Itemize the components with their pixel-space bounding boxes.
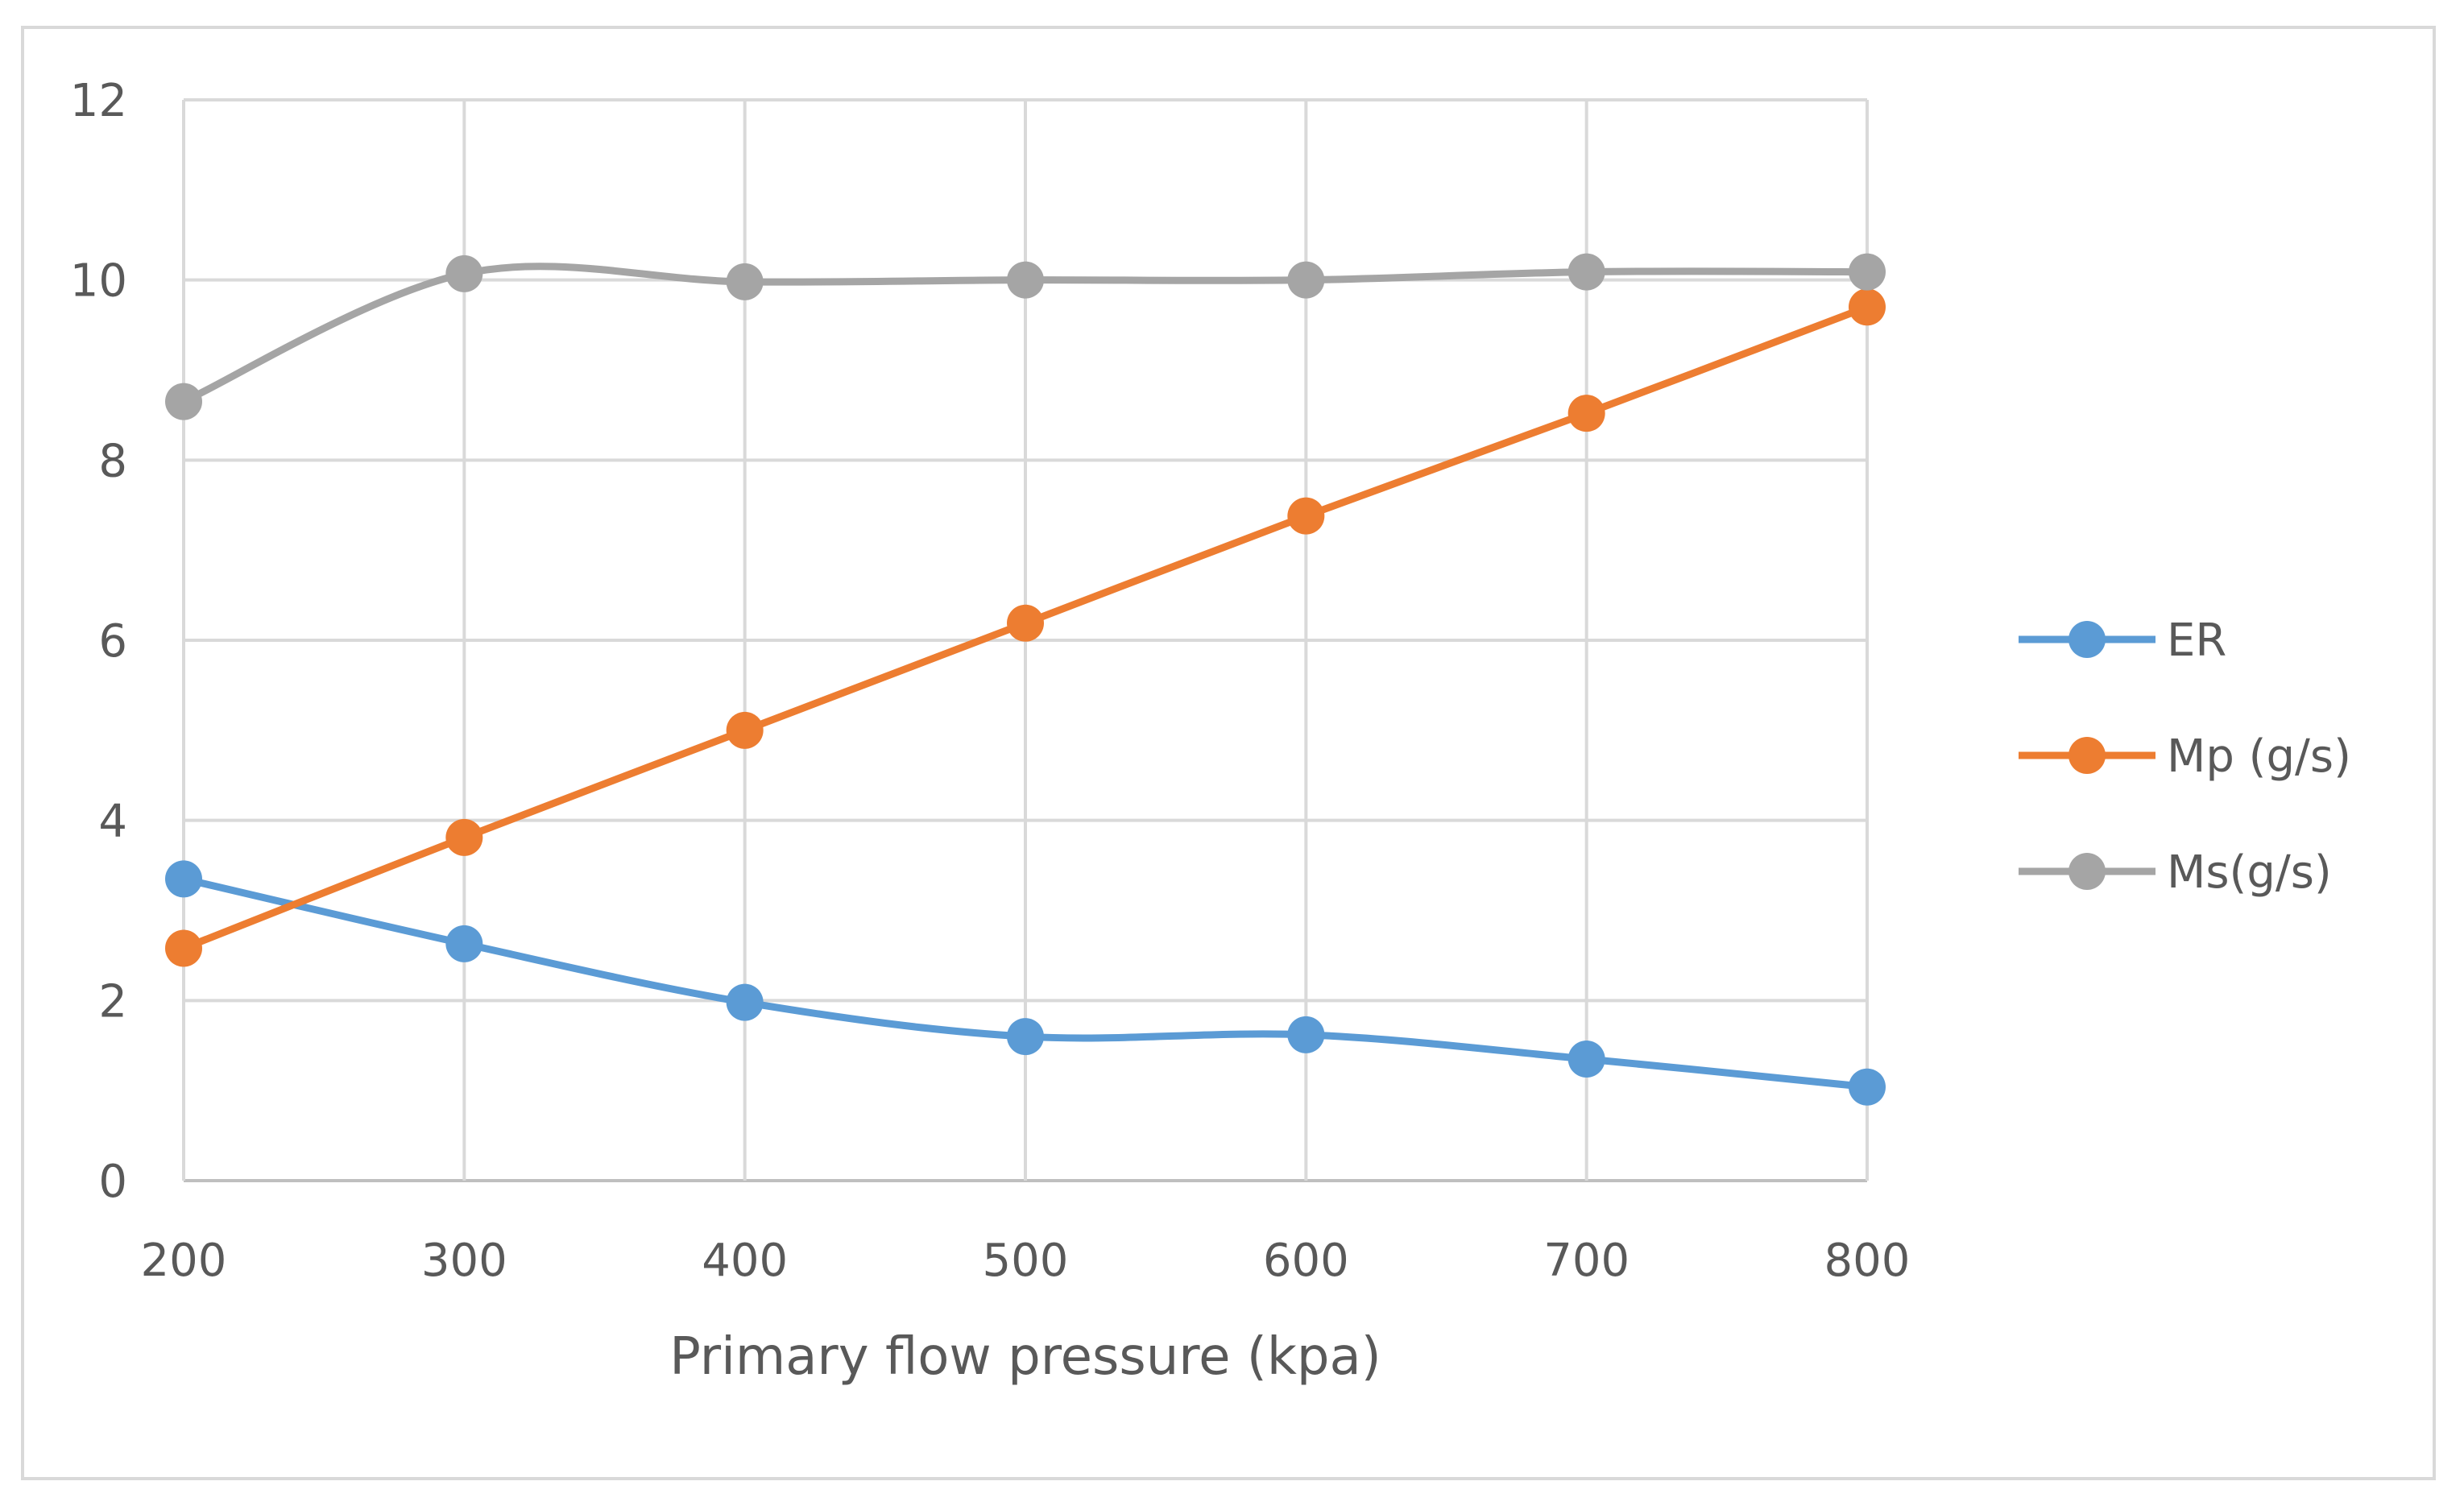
data-point-mp-g-s	[1849, 288, 1886, 326]
y-tick-label: 4	[98, 796, 127, 848]
data-point-ms-g-s	[445, 254, 483, 292]
data-point-mp-g-s	[726, 711, 764, 749]
data-point-mp-g-s	[1287, 497, 1325, 535]
x-axis-ticks: 200 300 400 500 600 700 800	[141, 1235, 1911, 1287]
x-tick-label: 200	[141, 1235, 227, 1287]
legend-marker	[2069, 853, 2106, 890]
data-point-er	[1287, 1016, 1325, 1053]
legend-item-er: ER	[2019, 614, 2226, 667]
series-mp-g-s	[165, 288, 1886, 967]
data-point-ms-g-s	[1567, 253, 1605, 291]
series-ms-g-s	[165, 253, 1886, 420]
y-axis-ticks: 0 2 4 6 8 10 12	[70, 75, 127, 1208]
y-tick-label: 6	[98, 615, 127, 668]
data-point-er	[1567, 1041, 1605, 1078]
legend-label: Mp (g/s)	[2167, 730, 2351, 783]
data-point-er	[1849, 1068, 1886, 1106]
legend-label: Ms(g/s)	[2167, 846, 2332, 899]
data-point-er	[165, 860, 202, 898]
data-point-mp-g-s	[165, 929, 202, 967]
y-tick-label: 12	[70, 75, 127, 127]
x-tick-label: 300	[421, 1235, 507, 1287]
x-tick-label: 700	[1543, 1235, 1630, 1287]
legend-label: ER	[2167, 614, 2226, 667]
legend-item-ms-g-s: Ms(g/s)	[2019, 846, 2332, 899]
x-axis-title: Primary flow pressure (kpa)	[669, 1327, 1381, 1387]
y-tick-label: 2	[98, 975, 127, 1028]
x-tick-label: 500	[983, 1235, 1069, 1287]
data-point-ms-g-s	[1287, 261, 1325, 299]
data-point-ms-g-s	[726, 263, 764, 300]
legend-item-mp-g-s: Mp (g/s)	[2019, 730, 2351, 783]
y-tick-label: 8	[98, 435, 127, 487]
data-point-er	[1007, 1018, 1044, 1056]
series-group	[165, 253, 1886, 1106]
data-point-mp-g-s	[1567, 395, 1605, 432]
y-tick-label: 0	[98, 1156, 127, 1208]
data-point-ms-g-s	[165, 383, 202, 420]
data-point-er	[726, 983, 764, 1021]
data-point-ms-g-s	[1007, 261, 1044, 299]
data-point-ms-g-s	[1849, 253, 1886, 291]
data-point-mp-g-s	[445, 818, 483, 856]
x-tick-label: 400	[702, 1235, 788, 1287]
x-tick-label: 600	[1263, 1235, 1349, 1287]
data-point-mp-g-s	[1007, 604, 1044, 642]
legend-marker	[2069, 621, 2106, 658]
legend: ER Mp (g/s) Ms(g/s)	[2019, 614, 2351, 899]
data-point-er	[445, 925, 483, 962]
y-tick-label: 10	[70, 255, 127, 308]
x-tick-label: 800	[1824, 1235, 1911, 1287]
series-er	[165, 860, 1886, 1106]
legend-marker	[2069, 737, 2106, 774]
